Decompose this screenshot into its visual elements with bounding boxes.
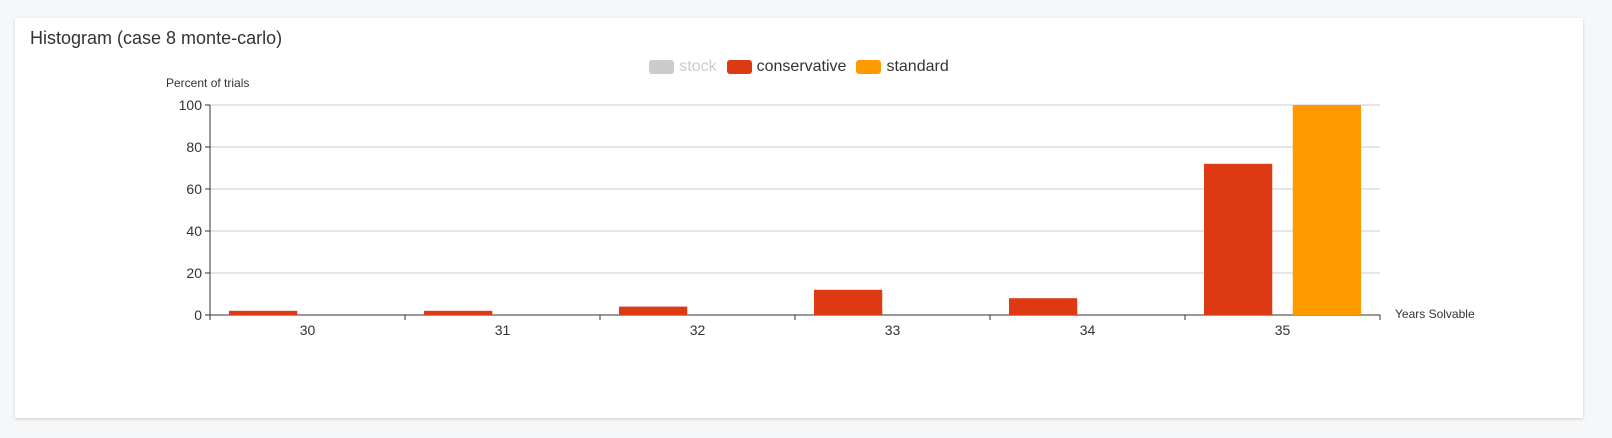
histogram-card: Histogram (case 8 monte-carlo) stock con… [15,18,1583,418]
bar-conservative-32[interactable] [619,306,688,315]
bar-conservative-35[interactable] [1204,163,1273,315]
y-tick-label: 0 [194,307,202,323]
legend-label-conservative: conservative [756,58,847,75]
bar-standard-35[interactable] [1292,105,1361,315]
bar-conservative-30[interactable] [229,310,298,315]
x-tick-label: 30 [300,322,316,338]
x-tick-label: 33 [885,322,901,338]
x-tick-label: 32 [690,322,706,338]
legend-item-stock[interactable]: stock [649,58,717,76]
histogram-chart: 0 20 40 60 80 100 30 31 32 33 34 35 Percent of tria… [166,76,1475,338]
legend-item-conservative[interactable]: conservative [726,58,847,76]
bar-conservative-33[interactable] [814,289,883,315]
legend-swatch-standard [856,60,882,74]
y-tick-label: 40 [186,223,202,239]
y-tick-label: 20 [186,265,202,281]
y-tick-label: 100 [179,97,203,113]
axes: 0 20 40 60 80 100 30 31 32 33 34 35 [179,97,1381,338]
x-axis-title: Years Solvable [1395,307,1475,321]
bar-conservative-31[interactable] [424,310,493,315]
grid-lines [210,104,1380,274]
x-tick-label: 34 [1080,322,1096,338]
legend-label-standard: standard [886,58,949,75]
legend-label-stock: stock [679,58,717,75]
legend-item-standard[interactable]: standard [856,58,949,76]
bars [229,105,1361,315]
y-axis-title: Percent of trials [166,76,249,90]
x-tick-label: 35 [1275,322,1291,338]
card-title: Histogram (case 8 monte-carlo) [30,28,283,48]
chart-legend: stock conservative standard [15,58,1583,76]
y-tick-label: 60 [186,181,202,197]
legend-swatch-stock [649,60,675,74]
x-tick-label: 31 [495,322,511,338]
bar-conservative-34[interactable] [1009,298,1078,315]
y-tick-label: 80 [186,139,202,155]
legend-swatch-conservative [726,60,752,74]
